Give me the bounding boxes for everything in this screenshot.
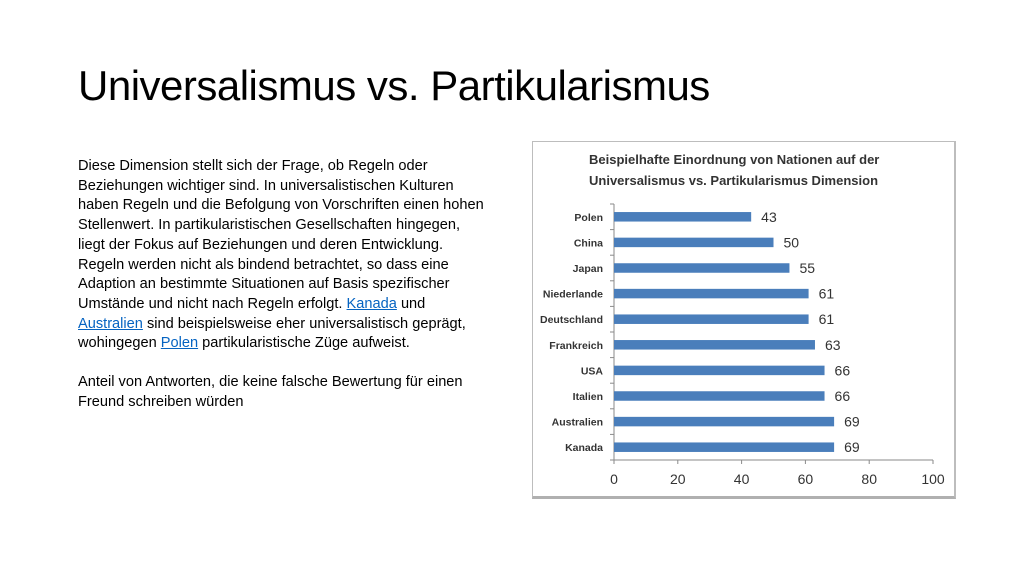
paragraph-description-text: Diese Dimension stellt sich der Frage, o…	[78, 158, 484, 312]
bar-usa	[614, 365, 825, 376]
paragraph-description-end: partikularistische Züge aufweist.	[202, 335, 410, 352]
x-tick-label: 60	[798, 471, 814, 487]
bar-australien	[614, 416, 835, 427]
bar-polen	[614, 212, 752, 222]
data-label: 50	[784, 234, 800, 250]
data-label: 69	[844, 439, 860, 455]
data-label: 43	[761, 209, 777, 225]
chart-frame: Beispielhafte Einordnung von Nationen au…	[532, 141, 956, 499]
category-label: Niederlande	[543, 289, 603, 301]
slide-title: Universalismus vs. Partikularismus	[78, 62, 710, 109]
bar-chart: Beispielhafte Einordnung von Nationen au…	[540, 152, 945, 487]
category-label: USA	[581, 365, 604, 377]
link-australien[interactable]: Australien	[78, 315, 143, 332]
body-text: Diese Dimension stellt sich der Frage, o…	[78, 157, 486, 412]
paragraph-description-mid: sind beispielsweise eher universalistisc…	[78, 315, 466, 352]
bar-japan	[614, 263, 790, 273]
data-label: 63	[825, 337, 841, 353]
link-polen[interactable]: Polen	[160, 335, 199, 352]
paragraph-chart-caption: Anteil von Antworten, die keine falsche …	[78, 374, 463, 410]
bar-deutschland	[614, 314, 809, 324]
bar-kanada	[614, 442, 835, 452]
category-label: Italien	[573, 391, 603, 403]
x-tick-label: 40	[734, 471, 750, 487]
x-tick-label: 0	[610, 471, 618, 487]
data-label: 55	[799, 260, 815, 276]
x-tick-label: 100	[921, 471, 945, 487]
data-label: 66	[835, 388, 851, 404]
data-label: 69	[844, 414, 860, 430]
category-label: Polen	[574, 212, 603, 224]
bar-china	[614, 237, 774, 248]
x-tick-label: 80	[861, 471, 877, 487]
data-label: 61	[819, 286, 835, 302]
category-label: Kanada	[565, 442, 603, 454]
category-label: Australien	[552, 417, 603, 429]
chart-title-line: Universalismus vs. Partikularismus Dimen…	[589, 173, 878, 188]
bar-niederlande	[614, 288, 809, 299]
data-label: 61	[819, 311, 835, 327]
bar-italien	[614, 391, 825, 401]
data-label: 66	[835, 362, 851, 378]
category-label: China	[574, 237, 603, 249]
paragraph-description: Diese Dimension stellt sich der Frage, o…	[78, 157, 486, 354]
link-kanada[interactable]: Kanada	[346, 295, 397, 312]
chart-title-line: Beispielhafte Einordnung von Nationen au…	[589, 152, 879, 167]
category-label: Japan	[573, 263, 603, 275]
bar-frankreich	[614, 340, 815, 350]
x-tick-label: 20	[670, 471, 686, 487]
category-label: Frankreich	[549, 340, 603, 352]
word-und: und	[400, 295, 426, 312]
category-label: Deutschland	[540, 314, 603, 326]
